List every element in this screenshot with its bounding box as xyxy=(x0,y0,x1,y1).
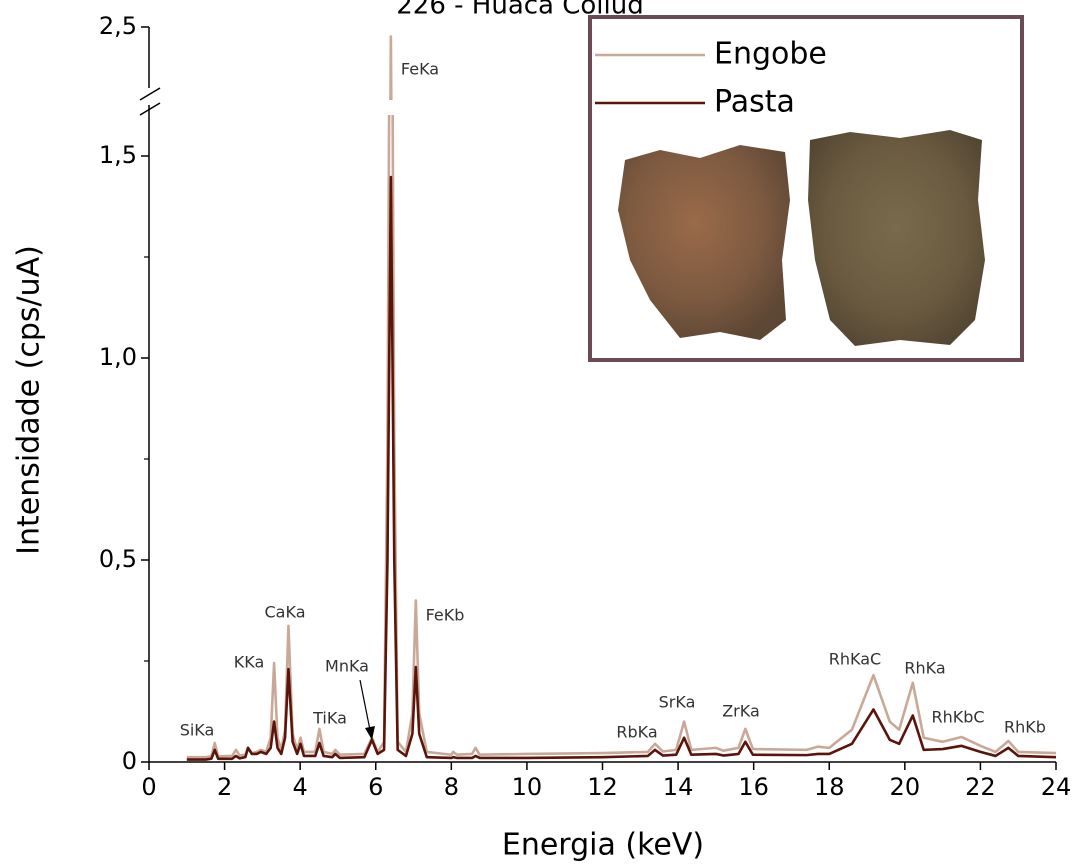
x-tick-label: 22 xyxy=(965,773,996,801)
peak-label: TiKa xyxy=(312,709,347,728)
peak-label: RhKaC xyxy=(829,650,881,669)
legend-label: Pasta xyxy=(714,85,795,120)
legend-label: Engobe xyxy=(714,37,827,72)
plot-area xyxy=(186,35,1057,761)
x-tick-label: 16 xyxy=(738,773,769,801)
peak-label: RhKa xyxy=(904,659,945,678)
x-tick-label: 6 xyxy=(368,773,383,801)
peak-label: FeKa xyxy=(401,60,439,79)
annotation-arrow xyxy=(359,679,371,731)
fragment xyxy=(618,145,790,340)
peak-label: SrKa xyxy=(659,693,696,712)
fragment xyxy=(808,130,985,346)
peak-label: RbKa xyxy=(616,723,657,742)
y-tick-label: 0 xyxy=(122,747,137,775)
x-tick-label: 10 xyxy=(512,773,543,801)
axis-break xyxy=(139,87,161,101)
x-tick-label: 2 xyxy=(217,773,232,801)
peak-label: FeKb xyxy=(426,606,465,625)
peak-label: MnKa xyxy=(325,657,369,676)
x-tick-label: 20 xyxy=(890,773,921,801)
y-tick-label: 2,5 xyxy=(99,12,137,40)
series-line xyxy=(186,175,1057,761)
x-tick-label: 8 xyxy=(444,773,459,801)
x-tick-label: 14 xyxy=(663,773,694,801)
peak-label: SiKa xyxy=(180,721,215,740)
photo xyxy=(618,130,985,346)
legend xyxy=(588,15,1024,362)
peak-label: ZrKa xyxy=(722,702,760,721)
y-tick-label: 0,5 xyxy=(99,545,137,573)
y-axis-label: Intensidade (cps/uA) xyxy=(12,245,47,555)
x-tick-label: 18 xyxy=(814,773,845,801)
series-line xyxy=(186,115,1057,759)
annotation-arrowhead xyxy=(365,726,375,740)
peak-label: RhKbC xyxy=(931,708,984,727)
chart-title: 226 - Huaca Collud xyxy=(396,0,643,21)
peak-label: KKa xyxy=(234,653,265,672)
x-axis-label: Energia (keV) xyxy=(502,828,704,863)
y-tick-label: 1,5 xyxy=(99,141,137,169)
x-tick-label: 12 xyxy=(587,773,618,801)
peak-label: CaKa xyxy=(265,603,306,622)
x-tick-label: 4 xyxy=(293,773,308,801)
x-tick-label: 24 xyxy=(1041,773,1072,801)
axis-break xyxy=(139,102,161,116)
y-tick-label: 1,0 xyxy=(99,343,137,371)
peak-label: RhKb xyxy=(1004,718,1046,737)
x-tick-label: 0 xyxy=(141,773,156,801)
